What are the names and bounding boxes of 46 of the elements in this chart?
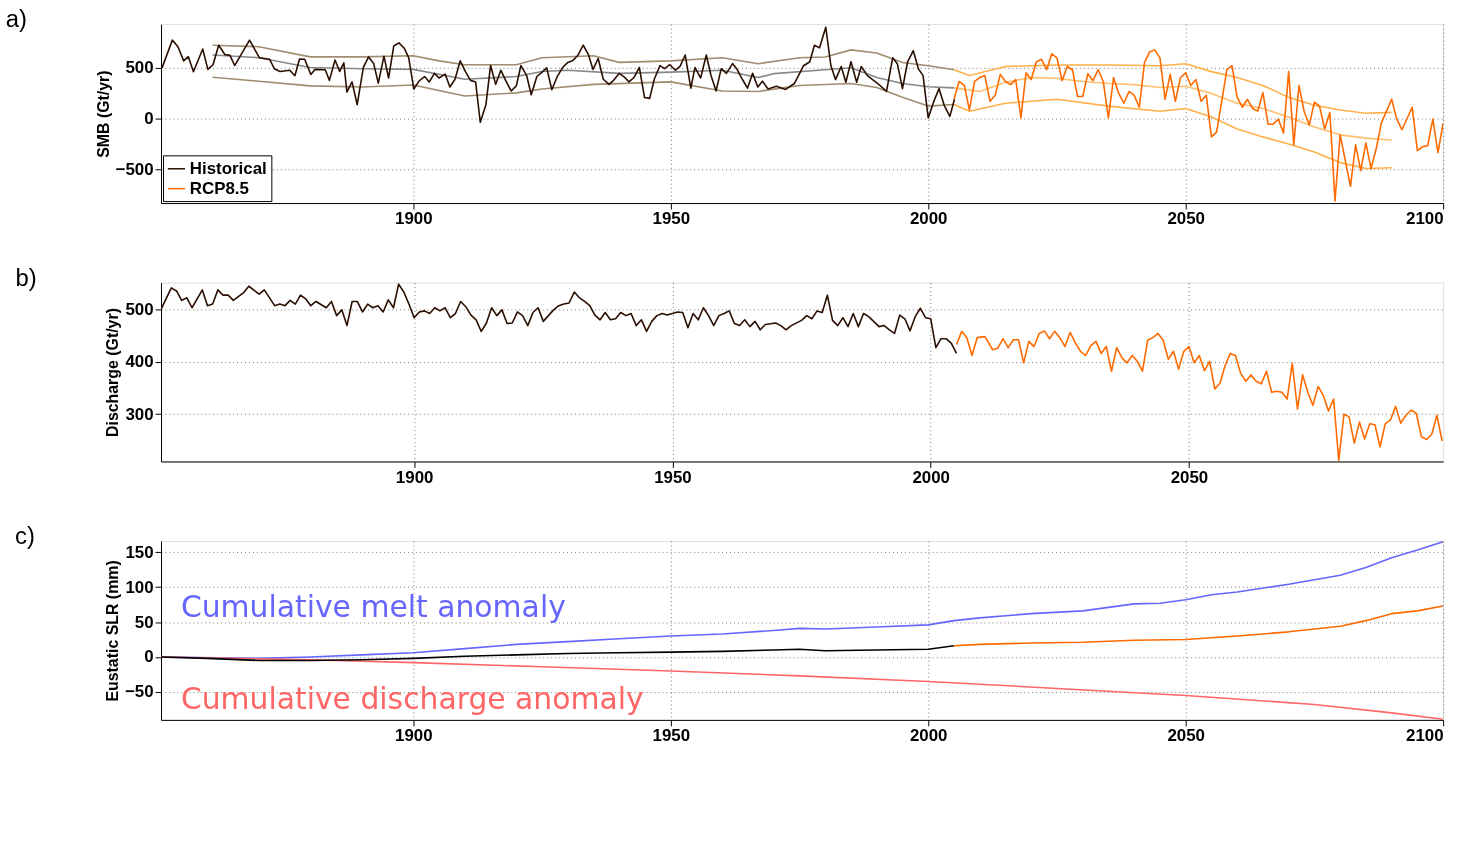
x-tick-label: 1950 [652,726,691,746]
x-tick-label: 2000 [909,726,948,746]
x-tick-label: 2100 [1406,209,1444,229]
y-axis-title: SMB (Gt/yr) [94,70,112,158]
line-series [953,76,1393,141]
x-tick-label: 2050 [1167,726,1205,746]
line-series [211,54,955,89]
y-tick-label: 300 [125,404,154,424]
chart-title: a) [5,5,27,33]
x-tick-label: 1900 [395,209,433,229]
y-tick-label: 500 [125,299,154,319]
chart-title: b) [15,263,37,291]
line-series [955,330,1443,462]
x-tick-label: 2000 [909,209,948,229]
y-axis-title: Discharge (Gt/yr) [104,308,122,437]
x-tick-label: 1950 [654,467,692,487]
chart-title: c) [15,521,35,549]
series-label: Cumulative melt anomaly [180,588,566,624]
x-tick-label: 1950 [652,209,691,229]
y-tick-label: 500 [125,58,154,78]
line-series [953,49,1444,202]
line-series [953,62,1393,115]
legend-label: Historical [189,158,267,178]
y-tick-label: −500 [115,159,154,179]
x-tick-label: 2050 [1167,209,1205,229]
x-tick-label: 2000 [912,467,950,487]
line-series [161,283,958,355]
y-tick-label: 150 [125,542,154,562]
line-series [953,605,1444,647]
y-tick-label: 400 [125,352,154,372]
y-tick-label: 50 [134,612,154,632]
y-tick-label: 100 [125,577,154,597]
x-tick-label: 1900 [395,726,433,746]
x-tick-label: 2050 [1170,467,1209,487]
y-axis-title: Eustatic SLR (mm) [103,560,121,702]
line-series [161,26,956,124]
line-series [211,76,955,107]
series-label: Cumulative discharge anomaly [180,681,644,717]
y-tick-label: 0 [144,647,154,667]
legend-label: RCP8.5 [189,178,249,198]
y-tick-label: −50 [124,682,154,702]
line-series [211,44,955,71]
x-tick-label: 1900 [395,467,434,487]
line-series [953,98,1393,170]
x-tick-label: 2100 [1406,726,1444,746]
y-tick-label: 0 [144,109,154,129]
